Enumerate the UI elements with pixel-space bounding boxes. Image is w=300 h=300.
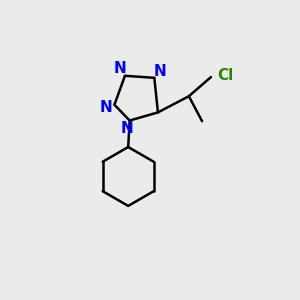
- Text: N: N: [120, 121, 133, 136]
- Text: N: N: [100, 100, 112, 115]
- Text: N: N: [114, 61, 127, 76]
- Text: Cl: Cl: [218, 68, 234, 83]
- Text: N: N: [154, 64, 166, 79]
